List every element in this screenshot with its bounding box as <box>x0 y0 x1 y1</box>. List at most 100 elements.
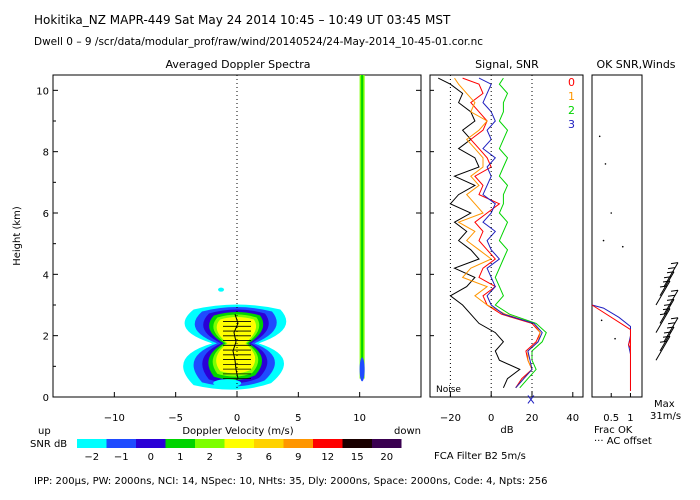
spectra-xtick-label: 0 <box>234 413 240 424</box>
spectra-axes: 0 2 4 6 8 10 −10 −5 0 5 10 <box>36 75 421 424</box>
spectra-ytick-label: 0 <box>43 393 49 404</box>
series-label-1: 1 <box>568 90 575 103</box>
snr-color-scale: −2 −1 0 1 2 3 6 9 12 15 20 <box>77 439 402 463</box>
fca-filter-label: FCA Filter B2 5m/s <box>434 451 526 462</box>
station-header: Hokitika_NZ MAPR-449 Sat May 24 2014 10:… <box>34 13 451 27</box>
wind-barb <box>655 308 671 333</box>
up-label: up <box>38 426 51 437</box>
wind-barb-flag <box>670 262 679 265</box>
echo-fragment <box>213 379 242 388</box>
max-value: 31m/s <box>650 411 681 422</box>
snr-scale-tick: 12 <box>321 452 334 463</box>
ok-snr-winds-plot: 0.5 1 <box>591 74 679 424</box>
spectra-xlabel: Doppler Velocity (m/s) <box>182 426 293 437</box>
snr-scale-tick: 20 <box>380 452 393 463</box>
snr-scale-swatch <box>313 439 343 448</box>
wind-barb <box>663 317 679 343</box>
ac-offset-point <box>598 135 601 138</box>
mean-velocity-line <box>232 314 239 379</box>
spectra-ytick-label: 10 <box>36 86 49 97</box>
down-label: down <box>394 426 421 437</box>
snr-scale-swatch <box>136 439 166 448</box>
snr-line-1 <box>454 77 541 389</box>
spectra-echo <box>183 287 287 390</box>
spectra-ylabel: Height (km) <box>12 206 23 266</box>
snr-scale-tick: 9 <box>295 452 301 463</box>
spectra-spike <box>359 75 365 382</box>
snr-scale-swatch <box>283 439 313 448</box>
signal-title: Signal, SNR <box>475 58 539 71</box>
spectra-ytick-label: 8 <box>43 148 49 159</box>
snr-scale-swatch <box>224 439 254 448</box>
snr-line-0 <box>462 77 541 389</box>
noise-marker <box>527 395 535 404</box>
wind-barb <box>663 262 679 287</box>
snr-scale-tick: 15 <box>351 452 364 463</box>
frac-ok-legend: Frac OK <box>594 425 633 436</box>
wind-barb <box>655 280 671 306</box>
signal-xtick-label: 0 <box>488 413 494 424</box>
signal-line <box>437 77 521 389</box>
max-label: Max <box>654 399 675 410</box>
spectra-title: Averaged Doppler Spectra <box>165 58 310 71</box>
snr-line-3 <box>478 77 543 389</box>
frac-ok-line-red <box>591 304 631 391</box>
ac-offset-point <box>610 212 613 214</box>
wind-barb <box>655 335 671 361</box>
ok-winds-title: OK SNR,Winds <box>596 58 675 71</box>
spectra-xtick-label: −10 <box>104 413 125 424</box>
wind-barb <box>659 299 675 324</box>
snr-scale-tick: 3 <box>236 452 242 463</box>
snr-scale-tick: 2 <box>207 452 213 463</box>
radar-parameters: IPP: 200µs, PW: 2000ns, NCI: 14, NSpec: … <box>34 476 547 487</box>
spectra-ytick-label: 2 <box>43 332 49 343</box>
ok-xtick-label: 1 <box>627 413 633 424</box>
ok-xtick-label: 0.5 <box>603 413 619 424</box>
ac-offset-point <box>600 319 603 322</box>
wind-barb <box>663 289 679 315</box>
spectra-ytick-label: 4 <box>43 270 49 281</box>
spectra-xtick-label: −5 <box>168 413 183 424</box>
spectra-xtick-label: 5 <box>295 413 301 424</box>
wind-barb-flag <box>670 289 679 292</box>
series-label-0: 0 <box>568 76 575 89</box>
snr-scale-swatch <box>77 439 107 448</box>
snr-scale-label: SNR dB <box>30 439 67 450</box>
snr-scale-swatch <box>195 439 225 448</box>
ok-frame <box>591 74 643 398</box>
signal-xtick-label: 40 <box>566 413 579 424</box>
ok-lines <box>591 135 631 391</box>
snr-scale-swatch <box>254 439 284 448</box>
spectra-ytick-label: 6 <box>43 209 49 220</box>
signal-snr-plot: −20 0 20 40 <box>429 74 584 424</box>
snr-scale-tick: 1 <box>177 452 183 463</box>
snr-scale-swatch <box>372 439 402 448</box>
snr-scale-swatch <box>106 439 136 448</box>
series-label-2: 2 <box>568 104 575 117</box>
ac-offset-point <box>604 163 607 165</box>
frac-ok-line <box>591 304 631 391</box>
wind-barbs <box>655 262 679 361</box>
signal-axes: −20 0 20 40 <box>430 75 579 424</box>
snr-line-2 <box>494 77 547 389</box>
ac-offset-point <box>602 239 605 242</box>
ac-offset-legend: ··· AC offset <box>594 436 652 447</box>
series-label-3: 3 <box>568 118 575 131</box>
signal-frame <box>429 74 584 398</box>
file-header: Dwell 0 – 9 /scr/data/modular_prof/raw/w… <box>34 36 483 48</box>
spike-base <box>359 357 365 382</box>
spike-core <box>361 75 364 379</box>
wind-barb-flag <box>667 294 676 297</box>
spectra-plot: 0 2 4 6 8 10 −10 −5 0 5 10 <box>36 74 422 424</box>
wind-barb <box>659 271 675 297</box>
spectra-xtick-label: 10 <box>353 413 366 424</box>
snr-scale-tick: −1 <box>114 452 129 463</box>
noise-label: Noise <box>436 385 461 395</box>
snr-scale-tick: 0 <box>148 452 154 463</box>
ok-axes: 0.5 1 <box>603 393 634 424</box>
wind-barb-flag <box>667 267 676 270</box>
echo-fragment <box>218 287 225 292</box>
ac-offset-point <box>621 245 624 248</box>
